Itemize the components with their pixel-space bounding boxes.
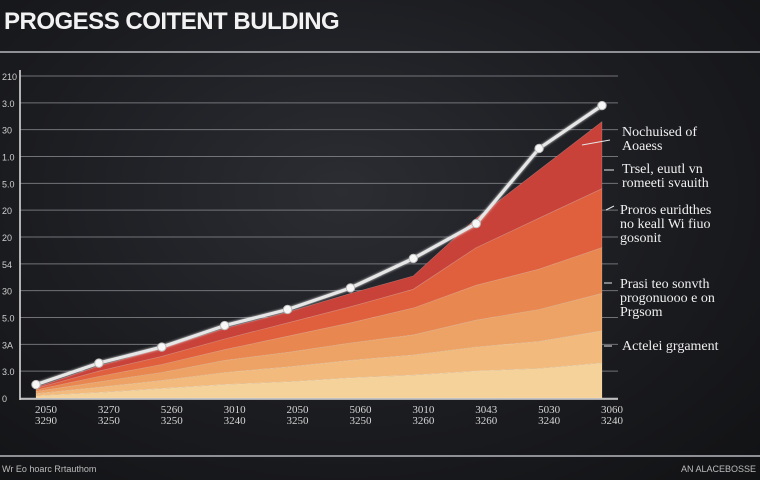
y-tick-label: 20 bbox=[2, 206, 12, 216]
y-tick-label: 3A bbox=[2, 340, 13, 350]
line-point bbox=[345, 283, 356, 293]
footer-caption-left: Wr Eo hoarc Rrtauthom bbox=[2, 464, 97, 474]
line-point bbox=[408, 253, 419, 264]
footer-caption-right: AN ALACEBOSSE bbox=[680, 464, 756, 474]
x-tick-label: 5260 3250 bbox=[161, 404, 184, 427]
line-point bbox=[597, 100, 607, 111]
page-title: PROGESS COITENT BULDING bbox=[4, 8, 340, 35]
x-tick-label: 3043 3260 bbox=[475, 404, 498, 427]
annotation-1: Nochuised of Aoaess bbox=[622, 125, 698, 154]
x-tick-label: 2050 3290 bbox=[35, 404, 58, 427]
area-band bbox=[35, 362, 603, 399]
x-tick-label: 5030 3240 bbox=[538, 404, 561, 427]
x-tick-label: 2050 3250 bbox=[287, 404, 310, 427]
y-tick-label: 5.0 bbox=[2, 179, 15, 189]
series-line bbox=[35, 104, 603, 387]
x-tick-label: 5060 3250 bbox=[349, 404, 372, 427]
y-tick-label: 20 bbox=[2, 233, 12, 243]
y-tick-label: 3.0 bbox=[2, 99, 15, 109]
line-point bbox=[471, 218, 481, 229]
bottom-divider bbox=[0, 455, 760, 457]
y-tick-label: 210 bbox=[2, 72, 17, 82]
y-tick-label: 1.0 bbox=[2, 153, 15, 163]
annotation-pointer bbox=[581, 139, 611, 146]
annotation-5: Actelei grgament bbox=[622, 339, 719, 354]
y-tick-label: 5.0 bbox=[2, 314, 15, 324]
x-tick-label: 3010 3260 bbox=[412, 404, 435, 427]
x-tick-label: 3010 3240 bbox=[224, 404, 247, 427]
y-tick-label: 54 bbox=[2, 260, 12, 270]
y-tick-label: 3.0 bbox=[2, 367, 15, 377]
annotation-pointer bbox=[605, 205, 615, 211]
x-tick-label: 3060 3240 bbox=[601, 404, 624, 427]
y-tick-label: 0 bbox=[2, 394, 7, 404]
line-point bbox=[157, 342, 167, 352]
y-tick-label: 30 bbox=[2, 126, 12, 136]
line-point bbox=[282, 304, 293, 315]
annotation-4: Prasi teo sonvth progonuooo e on Prgsom bbox=[620, 277, 715, 320]
line-point bbox=[31, 379, 41, 390]
line-point bbox=[534, 143, 544, 154]
x-tick-label: 3270 3250 bbox=[98, 404, 121, 427]
annotation-3: Proros euridthes no keall Wi fiuo gosoni… bbox=[620, 203, 712, 246]
line-point bbox=[94, 358, 104, 368]
y-tick-label: 30 bbox=[2, 287, 12, 297]
annotation-2: Trsel, euutl vn romeeti svauith bbox=[622, 162, 709, 191]
line-point bbox=[219, 320, 230, 331]
top-divider bbox=[0, 51, 760, 53]
